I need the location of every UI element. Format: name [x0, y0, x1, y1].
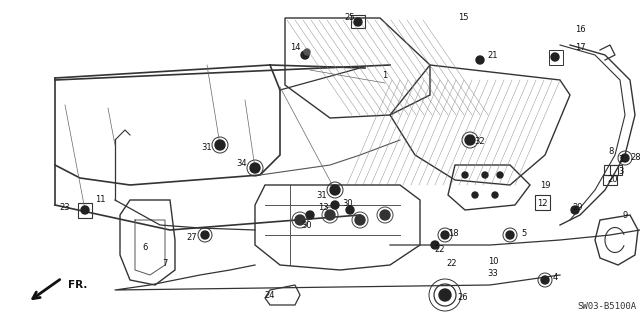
- Text: 2: 2: [618, 155, 623, 165]
- Text: 14: 14: [290, 43, 300, 53]
- Text: 8: 8: [608, 147, 614, 157]
- Text: 27: 27: [187, 234, 197, 242]
- Circle shape: [551, 53, 559, 61]
- Circle shape: [476, 56, 484, 64]
- Circle shape: [354, 18, 362, 26]
- Circle shape: [492, 192, 498, 198]
- Circle shape: [301, 51, 309, 59]
- Text: 13: 13: [317, 204, 328, 212]
- Circle shape: [215, 140, 225, 150]
- Circle shape: [497, 172, 503, 178]
- Text: 33: 33: [488, 269, 499, 278]
- Circle shape: [306, 211, 314, 219]
- Text: 9: 9: [622, 211, 628, 220]
- Circle shape: [541, 276, 549, 284]
- Text: 16: 16: [575, 26, 586, 34]
- Circle shape: [621, 154, 629, 162]
- Text: 18: 18: [448, 228, 458, 238]
- Text: 10: 10: [488, 257, 499, 266]
- Text: FR.: FR.: [68, 280, 88, 290]
- Text: 7: 7: [163, 258, 168, 268]
- Circle shape: [571, 206, 579, 214]
- Text: 25: 25: [345, 12, 355, 21]
- Circle shape: [462, 172, 468, 178]
- Text: 4: 4: [552, 273, 557, 283]
- Circle shape: [355, 215, 365, 225]
- Text: 28: 28: [630, 153, 640, 162]
- Text: 23: 23: [60, 204, 70, 212]
- Text: 31: 31: [202, 144, 212, 152]
- Circle shape: [439, 289, 451, 301]
- Circle shape: [431, 241, 439, 249]
- Circle shape: [330, 185, 340, 195]
- Text: 30: 30: [342, 199, 353, 209]
- Text: 11: 11: [95, 196, 105, 204]
- Text: 1: 1: [382, 70, 388, 79]
- Text: 5: 5: [522, 228, 527, 238]
- Text: 32: 32: [475, 137, 485, 146]
- Text: 26: 26: [458, 293, 468, 302]
- Text: 17: 17: [575, 42, 586, 51]
- Text: 15: 15: [458, 13, 468, 23]
- Circle shape: [472, 192, 478, 198]
- Text: 22: 22: [435, 246, 445, 255]
- Text: 29: 29: [573, 204, 583, 212]
- Text: 24: 24: [265, 291, 275, 300]
- Circle shape: [325, 210, 335, 220]
- Text: 30: 30: [301, 221, 312, 231]
- Text: 12: 12: [537, 198, 547, 207]
- Text: 34: 34: [237, 159, 247, 167]
- Circle shape: [81, 206, 89, 214]
- Circle shape: [295, 215, 305, 225]
- Text: 31: 31: [317, 190, 327, 199]
- Text: 6: 6: [142, 243, 148, 253]
- Text: 20: 20: [608, 175, 618, 184]
- Circle shape: [346, 206, 354, 214]
- Circle shape: [465, 135, 475, 145]
- Text: SW03-B5100A: SW03-B5100A: [577, 302, 636, 311]
- Circle shape: [380, 210, 390, 220]
- Circle shape: [201, 231, 209, 239]
- Text: 22: 22: [447, 258, 457, 268]
- Text: 19: 19: [540, 181, 550, 189]
- Circle shape: [441, 231, 449, 239]
- Text: 3: 3: [618, 167, 624, 176]
- Circle shape: [482, 172, 488, 178]
- Circle shape: [506, 231, 514, 239]
- Circle shape: [331, 201, 339, 209]
- Circle shape: [304, 49, 310, 55]
- Text: 21: 21: [488, 50, 499, 60]
- Circle shape: [250, 163, 260, 173]
